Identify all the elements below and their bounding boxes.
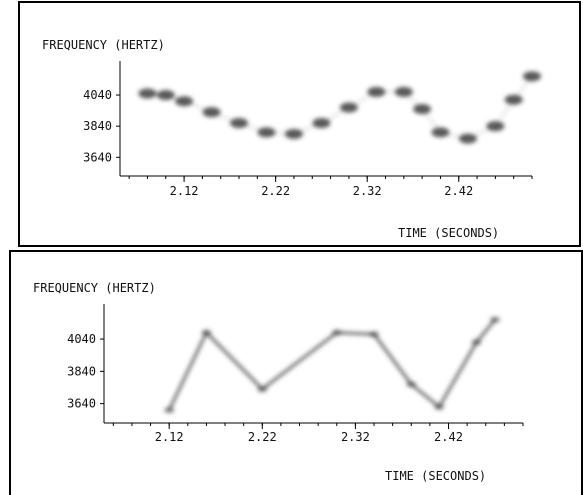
x-axis-label: TIME (SECONDS): [385, 469, 486, 483]
spectrogram-trace: [164, 316, 501, 414]
trace-point: [523, 71, 541, 82]
trace-point: [486, 121, 505, 132]
x-tick-label: 2.12: [170, 184, 199, 198]
y-tick-label: 4040: [67, 332, 96, 346]
y-tick-label: 3840: [83, 119, 112, 133]
x-tick-label: 2.22: [248, 430, 277, 444]
trace-point: [413, 104, 432, 115]
spectrogram-chart-top: FREQUENCY (HERTZ) 4040 3840 3640 2.12 2.22 2.3…: [42, 38, 541, 240]
trace-point: [284, 128, 303, 139]
trace-point: [257, 386, 268, 393]
trace-point: [369, 331, 380, 338]
trace-point: [490, 316, 501, 323]
trace-point: [504, 94, 523, 105]
y-axis-label: FREQUENCY (HERTZ): [33, 281, 156, 295]
trace-point: [331, 329, 342, 336]
trace-point: [202, 107, 221, 118]
spectrogram-panel-top: FREQUENCY (HERTZ) 4040 3840 3640 2.12 2.22 2.3…: [18, 1, 581, 247]
x-tick-label: 2.42: [434, 430, 463, 444]
x-tick-label: 2.32: [341, 430, 370, 444]
x-tick-label: 2.12: [155, 430, 184, 444]
trace-point: [138, 88, 157, 99]
trace-point: [339, 102, 358, 113]
trace-line: [147, 75, 533, 140]
trace-point: [394, 86, 413, 97]
y-axis-label: FREQUENCY (HERTZ): [42, 38, 165, 52]
trace-point: [164, 407, 175, 414]
y-tick-label: 3640: [67, 397, 96, 411]
spectrogram-chart-bottom: FREQUENCY (HERTZ) 4040 3840 3640 2.12 2.22 2.3…: [33, 281, 524, 483]
trace-point: [431, 127, 450, 138]
spectrogram-panel-bottom: FREQUENCY (HERTZ) 4040 3840 3640 2.12 2.22 2.3…: [9, 250, 583, 495]
trace-point: [257, 127, 276, 138]
trace-point: [201, 329, 212, 336]
trace-point: [406, 381, 417, 388]
trace-point: [471, 339, 482, 346]
trace-point: [367, 86, 386, 97]
x-axis-label: TIME (SECONDS): [398, 226, 499, 240]
y-tick-label: 3640: [83, 150, 112, 164]
x-tick-label: 2.42: [444, 184, 473, 198]
trace-point: [230, 118, 249, 129]
x-tick-label: 2.22: [261, 184, 290, 198]
trace-point: [458, 133, 477, 144]
trace-point: [175, 96, 194, 107]
spectrogram-trace: [138, 71, 541, 144]
trace-point: [312, 118, 331, 129]
x-tick-label: 2.32: [353, 184, 382, 198]
y-tick-label: 4040: [83, 88, 112, 102]
trace-point: [156, 90, 175, 101]
y-tick-label: 3840: [67, 364, 96, 378]
trace-point: [434, 403, 445, 410]
